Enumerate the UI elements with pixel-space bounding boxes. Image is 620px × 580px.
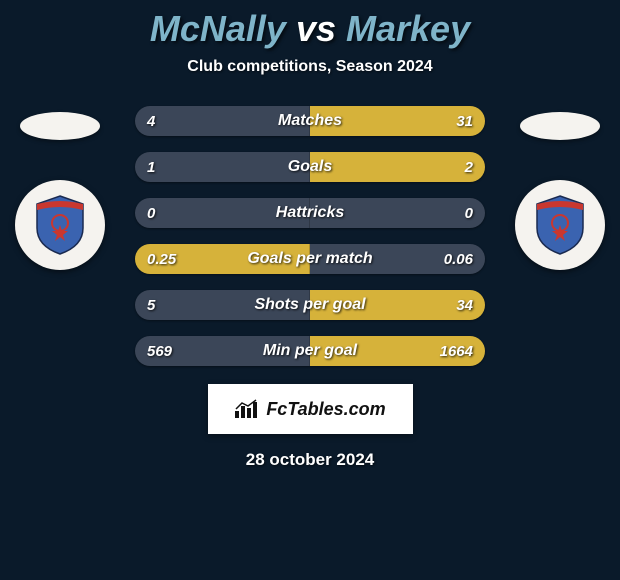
player1-nationality-icon [20, 112, 100, 140]
title-player2: Markey [346, 8, 470, 49]
player-right-col [500, 106, 620, 270]
player-left-col [0, 106, 120, 270]
title-player1: McNally [150, 8, 286, 49]
stat-row: Shots per goal 5 34 [135, 290, 485, 320]
brand-text: FcTables.com [266, 399, 385, 420]
stat-right-value: 0.06 [444, 251, 473, 268]
stat-row: Goals per match 0.25 0.06 [135, 244, 485, 274]
title-vs: vs [296, 8, 336, 49]
stat-left-value: 5 [147, 297, 155, 314]
brand-icon [234, 399, 260, 419]
footer-date: 28 october 2024 [0, 450, 620, 470]
player2-nationality-icon [520, 112, 600, 140]
stat-right-value: 1664 [440, 343, 473, 360]
stat-right-value: 2 [465, 159, 473, 176]
stat-label: Matches [278, 112, 342, 130]
stat-right-value: 34 [456, 297, 473, 314]
stat-label: Goals per match [247, 250, 372, 268]
stat-left-value: 0.25 [147, 251, 176, 268]
stat-left-value: 569 [147, 343, 172, 360]
stat-left-value: 0 [147, 205, 155, 222]
stat-bar-right [310, 152, 485, 182]
stat-row: Hattricks 0 0 [135, 198, 485, 228]
stat-bars: Matches 4 31 Goals 1 2 Hattricks 0 0 Goals per ma… [135, 106, 485, 366]
stat-label: Min per goal [263, 342, 357, 360]
player1-club-crest [15, 180, 105, 270]
stat-label: Shots per goal [254, 296, 365, 314]
stat-left-value: 4 [147, 113, 155, 130]
stat-label: Hattricks [276, 204, 344, 222]
stat-label: Goals [288, 158, 332, 176]
page-title: McNally vs Markey [0, 0, 620, 50]
player2-club-crest [515, 180, 605, 270]
stat-row: Goals 1 2 [135, 152, 485, 182]
crest-icon [533, 194, 587, 256]
stat-left-value: 1 [147, 159, 155, 176]
stat-right-value: 0 [465, 205, 473, 222]
stat-right-value: 31 [456, 113, 473, 130]
brand-badge: FcTables.com [208, 384, 413, 434]
subtitle: Club competitions, Season 2024 [0, 58, 620, 76]
stat-bar-left [135, 152, 310, 182]
crest-icon [33, 194, 87, 256]
stat-row: Min per goal 569 1664 [135, 336, 485, 366]
stat-row: Matches 4 31 [135, 106, 485, 136]
comparison-panel: Matches 4 31 Goals 1 2 Hattricks 0 0 Goals per ma… [0, 106, 620, 366]
